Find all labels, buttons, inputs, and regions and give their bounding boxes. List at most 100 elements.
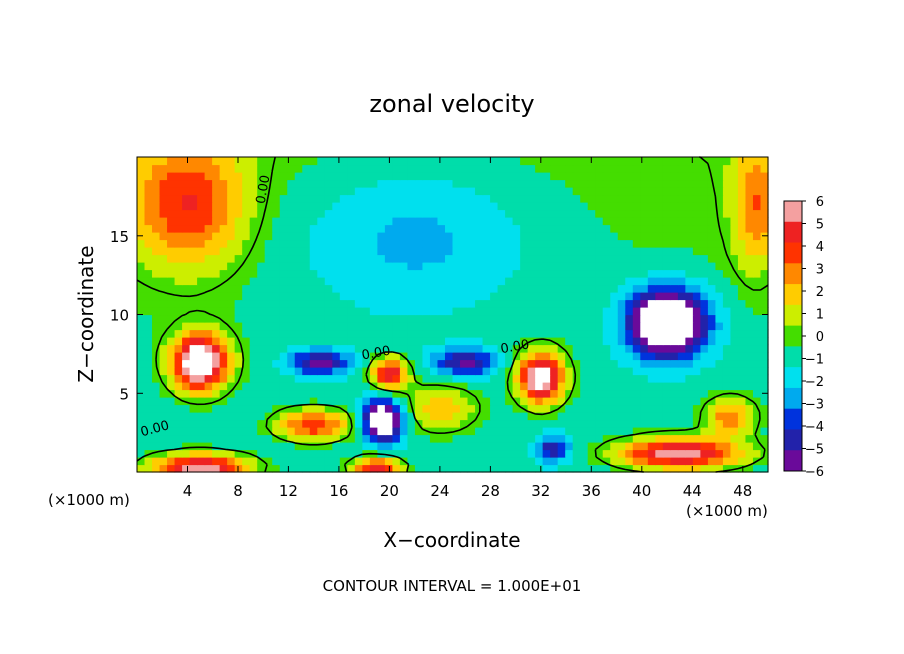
heatmap-cell (565, 337, 574, 346)
heatmap-cell (512, 314, 521, 323)
heatmap-cell (632, 457, 641, 466)
heatmap-cell (287, 322, 296, 331)
heatmap-cell (159, 427, 168, 436)
heatmap-cell (625, 329, 634, 338)
heatmap-cell (197, 367, 206, 376)
heatmap-cell (414, 187, 424, 196)
heatmap-cell (460, 322, 469, 331)
heatmap-cell (377, 224, 386, 233)
heatmap-cell (625, 374, 634, 383)
heatmap-cell (399, 307, 409, 316)
heatmap-cell (437, 449, 446, 458)
heatmap-cell (572, 457, 581, 466)
heatmap-cell (279, 449, 288, 458)
heatmap-cell (309, 359, 318, 368)
heatmap-cell (512, 194, 521, 203)
heatmap-cell (302, 329, 311, 338)
heatmap-cell (392, 157, 401, 166)
heatmap-cell (452, 232, 461, 241)
heatmap-cell (632, 464, 641, 473)
heatmap-cell (595, 404, 604, 413)
heatmap-cell (182, 464, 191, 473)
heatmap-cell (414, 292, 424, 301)
heatmap-cell (475, 164, 484, 173)
heatmap-cell (317, 329, 326, 338)
heatmap-cell (182, 442, 191, 451)
heatmap-cell (685, 374, 694, 383)
heatmap-cell (279, 412, 288, 421)
heatmap-cell (347, 179, 356, 188)
heatmap-cell (685, 164, 694, 173)
heatmap-cell (737, 239, 747, 248)
heatmap-cell (174, 232, 183, 241)
heatmap-cell (324, 277, 333, 286)
heatmap-cell (324, 284, 333, 293)
heatmap-cell (197, 209, 206, 218)
heatmap-cell (144, 239, 153, 248)
heatmap-cell (204, 194, 213, 203)
heatmap-cell (460, 449, 469, 458)
heatmap-cell (257, 217, 266, 226)
heatmap-cell (542, 209, 551, 218)
heatmap-cell (475, 277, 484, 286)
heatmap-cell (429, 224, 439, 233)
heatmap-cell (152, 344, 161, 353)
heatmap-cell (467, 427, 476, 436)
heatmap-cell (587, 329, 596, 338)
heatmap-cell (557, 202, 566, 211)
heatmap-cell (332, 427, 341, 436)
heatmap-cell (460, 344, 469, 353)
heatmap-cell (272, 352, 281, 361)
heatmap-cell (557, 419, 566, 428)
heatmap-cell (677, 412, 686, 421)
heatmap-cell (257, 427, 266, 436)
heatmap-cell (189, 367, 198, 376)
heatmap-cell (737, 209, 747, 218)
heatmap-cell (595, 239, 604, 248)
heatmap-cell (159, 457, 168, 466)
heatmap-cell (339, 292, 348, 301)
heatmap-cell (475, 194, 484, 203)
heatmap-cell (715, 359, 724, 368)
heatmap-cell (414, 164, 424, 173)
heatmap-cell (707, 457, 717, 466)
heatmap-cell (512, 344, 521, 353)
heatmap-cell (407, 374, 416, 383)
heatmap-cell (407, 239, 416, 248)
heatmap-cell (429, 382, 439, 391)
heatmap-cell (700, 284, 709, 293)
heatmap-cell (287, 464, 296, 473)
heatmap-cell (174, 419, 183, 428)
heatmap-cell (580, 359, 589, 368)
heatmap-cell (392, 419, 401, 428)
heatmap-cell (294, 449, 303, 458)
heatmap-cell (490, 397, 499, 406)
heatmap-cell (677, 232, 686, 241)
heatmap-cell (647, 284, 656, 293)
heatmap-cell (482, 404, 491, 413)
heatmap-cell (212, 322, 221, 331)
heatmap-cell (640, 299, 649, 308)
heatmap-cell (647, 412, 656, 421)
heatmap-cell (167, 284, 176, 293)
heatmap-cell (670, 292, 679, 301)
heatmap-cell (587, 307, 596, 316)
heatmap-cell (535, 277, 544, 286)
heatmap-cell (332, 172, 341, 181)
heatmap-cell (369, 419, 378, 428)
heatmap-cell (242, 419, 251, 428)
heatmap-cell (362, 337, 371, 346)
heatmap-cell (640, 157, 649, 166)
heatmap-cell (737, 344, 747, 353)
heatmap-cell (347, 232, 356, 241)
heatmap-cell (414, 382, 424, 391)
heatmap-cell (354, 397, 363, 406)
heatmap-cell (760, 427, 769, 436)
heatmap-cell (189, 374, 198, 383)
heatmap-cell (407, 404, 416, 413)
heatmap-cell (152, 404, 161, 413)
heatmap-cell (287, 337, 296, 346)
heatmap-cell (490, 164, 499, 173)
heatmap-cell (159, 157, 168, 166)
heatmap-cell (429, 359, 439, 368)
